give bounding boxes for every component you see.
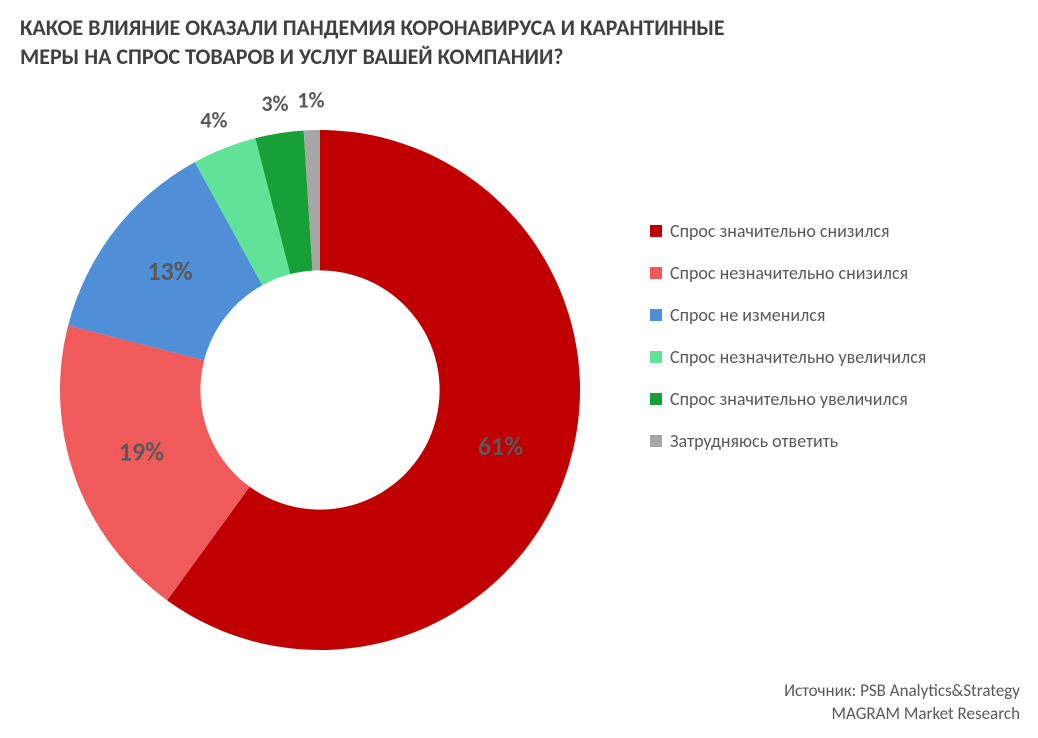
legend-item: Спрос незначительно снизился — [650, 262, 926, 284]
legend: Спрос значительно снизился Спрос незначит… — [650, 220, 926, 452]
donut-data-label: 3% — [261, 90, 288, 117]
chart-title-line2: МЕРЫ НА СПРОС ТОВАРОВ И УСЛУГ ВАШЕЙ КОМП… — [20, 43, 725, 72]
donut-data-label: 19% — [119, 436, 164, 468]
legend-item: Спрос значительно снизился — [650, 220, 926, 242]
chart-title: КАКОЕ ВЛИЯНИЕ ОКАЗАЛИ ПАНДЕМИЯ КОРОНАВИР… — [20, 14, 725, 71]
donut-data-label: 1% — [297, 90, 324, 113]
legend-item: Затрудняюсь ответить — [650, 430, 926, 452]
legend-swatch — [650, 351, 662, 363]
source-line1: Источник: PSB Analytics&Strategy — [784, 680, 1020, 703]
source-line2: MAGRAM Market Research — [784, 703, 1020, 726]
legend-swatch — [650, 393, 662, 405]
legend-item: Спрос незначительно увеличился — [650, 346, 926, 368]
source-attribution: Источник: PSB Analytics&Strategy MAGRAM … — [784, 680, 1020, 726]
donut-data-label: 13% — [147, 255, 192, 287]
donut-data-label: 61% — [478, 430, 523, 462]
donut-data-label: 4% — [200, 107, 227, 134]
legend-label: Спрос не изменился — [670, 304, 825, 326]
legend-label: Затрудняюсь ответить — [670, 430, 838, 452]
legend-item: Спрос не изменился — [650, 304, 926, 326]
legend-item: Спрос значительно увеличился — [650, 388, 926, 410]
legend-label: Спрос незначительно увеличился — [670, 346, 926, 368]
legend-label: Спрос значительно снизился — [670, 220, 890, 242]
legend-label: Спрос значительно увеличился — [670, 388, 908, 410]
legend-swatch — [650, 435, 662, 447]
legend-swatch — [650, 309, 662, 321]
chart-title-line1: КАКОЕ ВЛИЯНИЕ ОКАЗАЛИ ПАНДЕМИЯ КОРОНАВИР… — [20, 14, 725, 43]
legend-swatch — [650, 267, 662, 279]
legend-label: Спрос незначительно снизился — [670, 262, 908, 284]
donut-chart: 61% 19% 13% 4% 3% 1% — [40, 90, 600, 650]
legend-swatch — [650, 225, 662, 237]
